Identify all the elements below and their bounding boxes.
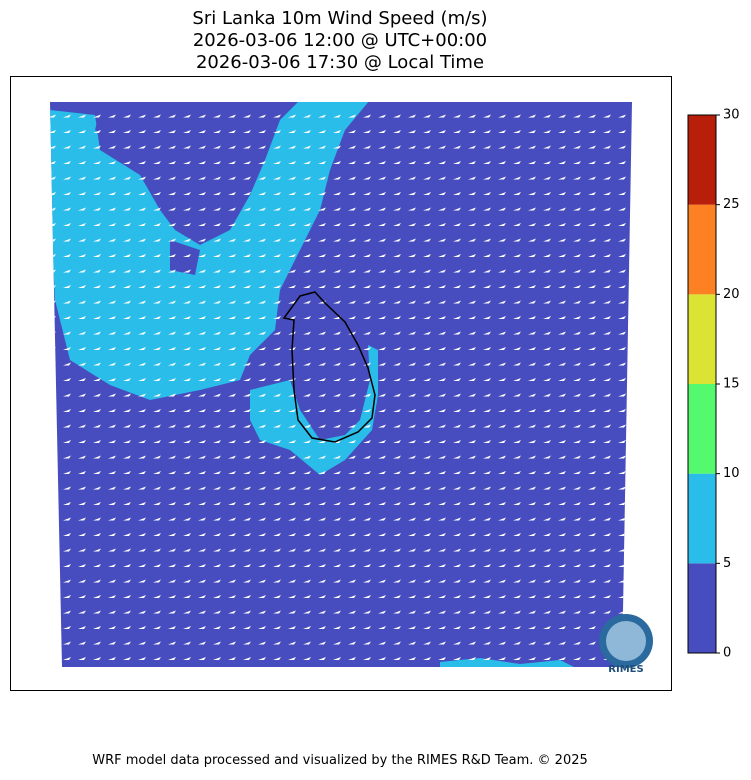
- colorbar-tick-label: 10: [723, 466, 740, 481]
- colorbar-segment: [688, 204, 716, 295]
- title-line: Sri Lanka 10m Wind Speed (m/s): [192, 8, 487, 29]
- logo-text: RIMES: [608, 664, 643, 675]
- colorbar: 0 5 10 15 20 25 30: [687, 108, 740, 661]
- map-frame: [10, 76, 672, 691]
- colorbar-tick-label: 20: [723, 287, 740, 302]
- title-line: 2026-03-06 17:30 @ Local Time: [196, 52, 484, 73]
- colorbar-tick-label: 5: [723, 556, 731, 571]
- colorbar-tick-label: 30: [723, 108, 740, 123]
- logo: RIMES: [599, 614, 653, 675]
- colorbar-segment: [688, 115, 716, 205]
- colorbar-segment: [688, 294, 716, 384]
- colorbar-tick-label: 25: [723, 197, 740, 212]
- colorbar-segment: [688, 563, 716, 653]
- wind-field: [50, 102, 632, 667]
- sri-lanka-outline: [282, 291, 376, 443]
- colorbar-tick-label: 15: [723, 377, 740, 392]
- title-line: 2026-03-06 12:00 @ UTC+00:00: [193, 30, 487, 51]
- colorbar-segment: [688, 384, 716, 474]
- footer: WRF model data processed and visualized …: [92, 753, 588, 768]
- colorbar-tick-label: 0: [723, 646, 731, 661]
- colorbar-segment: [688, 473, 716, 564]
